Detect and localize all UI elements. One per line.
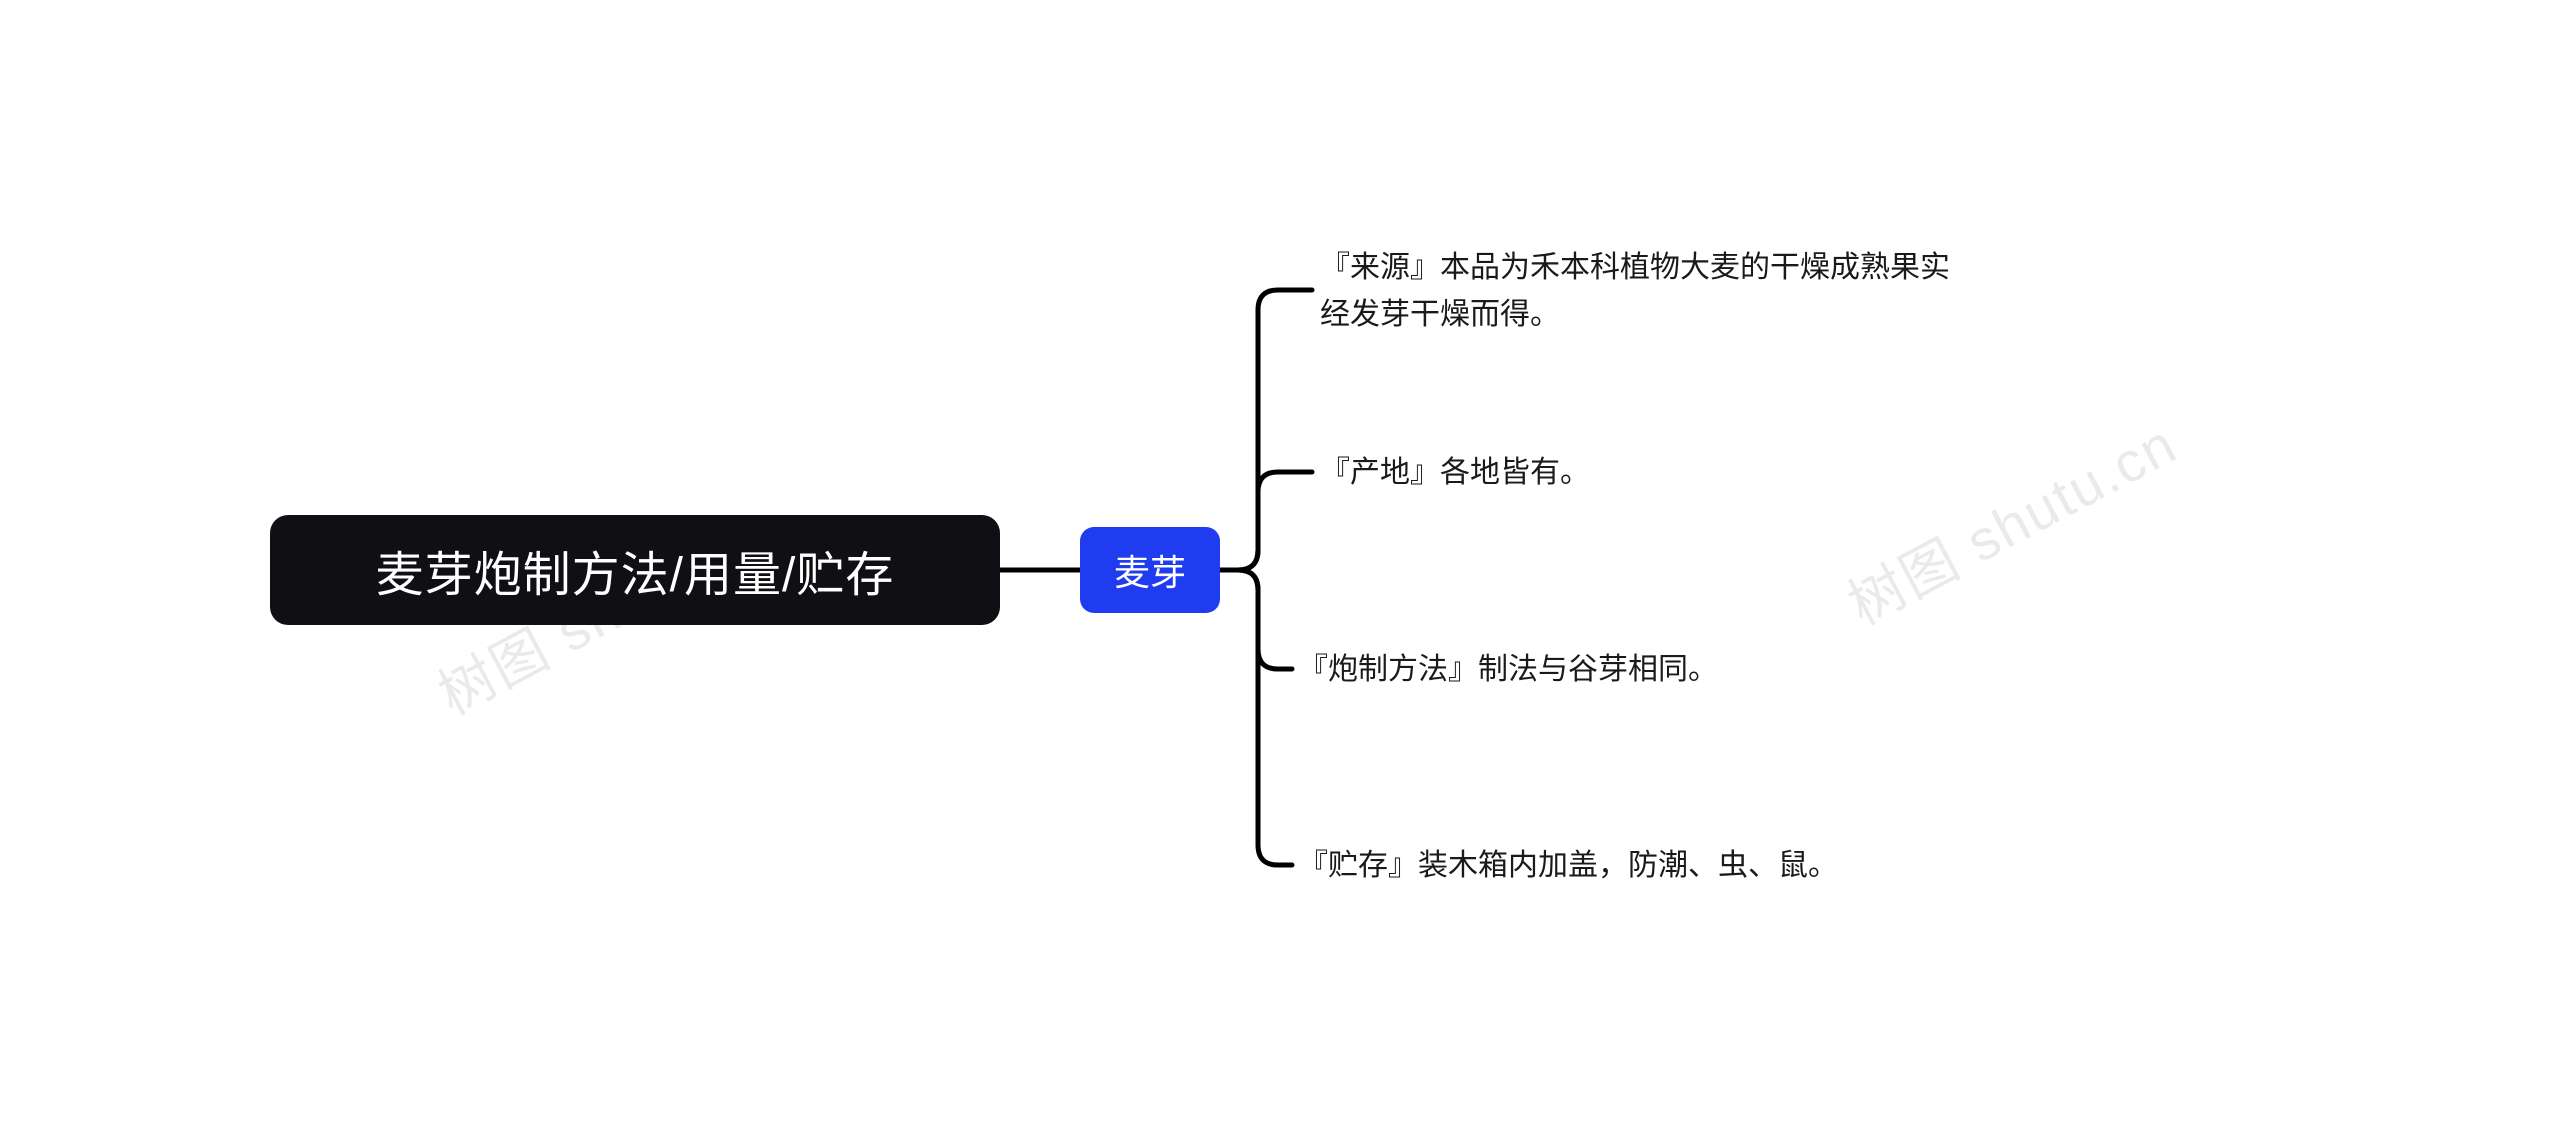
edge-sub-leaf-2 <box>1220 472 1312 570</box>
root-node[interactable]: 麦芽炮制方法/用量/贮存 <box>270 515 1000 625</box>
leaf-node-origin[interactable]: 『产地』各地皆有。 <box>1320 450 1590 497</box>
mindmap-canvas: 树图 shutu.cn 树图 shutu.cn 麦芽炮制方法/用量/贮存 麦芽 … <box>0 0 2560 1133</box>
edge-sub-leaf-1 <box>1220 290 1312 570</box>
sub-node[interactable]: 麦芽 <box>1080 527 1220 613</box>
edge-sub-leaf-3 <box>1220 570 1292 669</box>
leaf-label: 『产地』各地皆有。 <box>1320 450 1590 497</box>
leaf-label: 『炮制方法』制法与谷芽相同。 <box>1298 647 1718 694</box>
sub-label: 麦芽 <box>1114 544 1186 596</box>
edge-sub-leaf-4 <box>1220 570 1292 865</box>
leaf-node-source[interactable]: 『来源』本品为禾本科植物大麦的干燥成熟果实经发芽干燥而得。 <box>1320 245 1960 338</box>
root-label: 麦芽炮制方法/用量/贮存 <box>376 535 895 605</box>
leaf-label: 『贮存』装木箱内加盖，防潮、虫、鼠。 <box>1298 843 1838 890</box>
leaf-node-storage[interactable]: 『贮存』装木箱内加盖，防潮、虫、鼠。 <box>1298 843 1838 890</box>
leaf-node-processing[interactable]: 『炮制方法』制法与谷芽相同。 <box>1298 647 1718 694</box>
watermark: 树图 shutu.cn <box>1832 400 2189 641</box>
leaf-label: 『来源』本品为禾本科植物大麦的干燥成熟果实经发芽干燥而得。 <box>1320 245 1960 338</box>
